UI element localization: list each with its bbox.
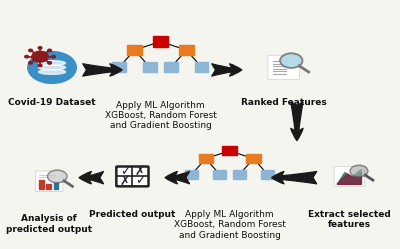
Text: ✗: ✗ — [135, 165, 145, 178]
Text: Extract selected
features: Extract selected features — [308, 210, 391, 229]
Circle shape — [25, 56, 28, 58]
Bar — [54, 182, 58, 189]
Bar — [127, 45, 142, 55]
Bar — [198, 154, 213, 163]
Bar — [185, 170, 198, 179]
FancyBboxPatch shape — [35, 171, 63, 191]
Circle shape — [350, 165, 368, 177]
Circle shape — [28, 52, 76, 83]
FancyBboxPatch shape — [334, 167, 364, 186]
Text: Ranked Features: Ranked Features — [241, 98, 327, 107]
Text: Predicted output: Predicted output — [89, 210, 176, 219]
Bar — [153, 36, 168, 47]
Bar — [233, 170, 246, 179]
Circle shape — [52, 56, 56, 58]
Ellipse shape — [38, 65, 66, 70]
Text: ✗: ✗ — [120, 175, 130, 187]
Bar — [143, 62, 157, 72]
Polygon shape — [337, 170, 362, 184]
FancyBboxPatch shape — [116, 167, 148, 186]
FancyBboxPatch shape — [268, 55, 300, 80]
Bar — [164, 62, 178, 72]
Ellipse shape — [38, 69, 66, 74]
Text: Analysis of
predicted output: Analysis of predicted output — [6, 214, 92, 234]
Bar — [213, 170, 226, 179]
Text: Apply ML Algorithm
XGBoost, Random Forest
and Gradient Boosting: Apply ML Algorithm XGBoost, Random Fores… — [174, 210, 286, 240]
Bar — [246, 154, 261, 163]
Text: ✓: ✓ — [135, 175, 145, 187]
Text: Covid-19 Dataset: Covid-19 Dataset — [8, 98, 96, 107]
Circle shape — [29, 62, 32, 64]
Circle shape — [29, 49, 32, 52]
Bar — [112, 62, 126, 72]
Bar — [261, 170, 274, 179]
Bar — [39, 180, 44, 189]
Circle shape — [48, 49, 52, 52]
Circle shape — [38, 47, 42, 49]
Circle shape — [48, 170, 67, 183]
Bar — [46, 184, 51, 189]
Circle shape — [48, 62, 52, 64]
Circle shape — [32, 51, 48, 62]
Bar — [194, 62, 208, 72]
Bar — [222, 146, 237, 155]
Polygon shape — [337, 174, 362, 184]
Ellipse shape — [38, 61, 66, 65]
Circle shape — [280, 53, 302, 68]
Text: ✓: ✓ — [120, 165, 130, 178]
Circle shape — [38, 64, 42, 67]
Text: Apply ML Algorithm
XGBoost, Random Forest
and Gradient Boosting: Apply ML Algorithm XGBoost, Random Fores… — [104, 101, 216, 130]
Bar — [179, 45, 194, 55]
